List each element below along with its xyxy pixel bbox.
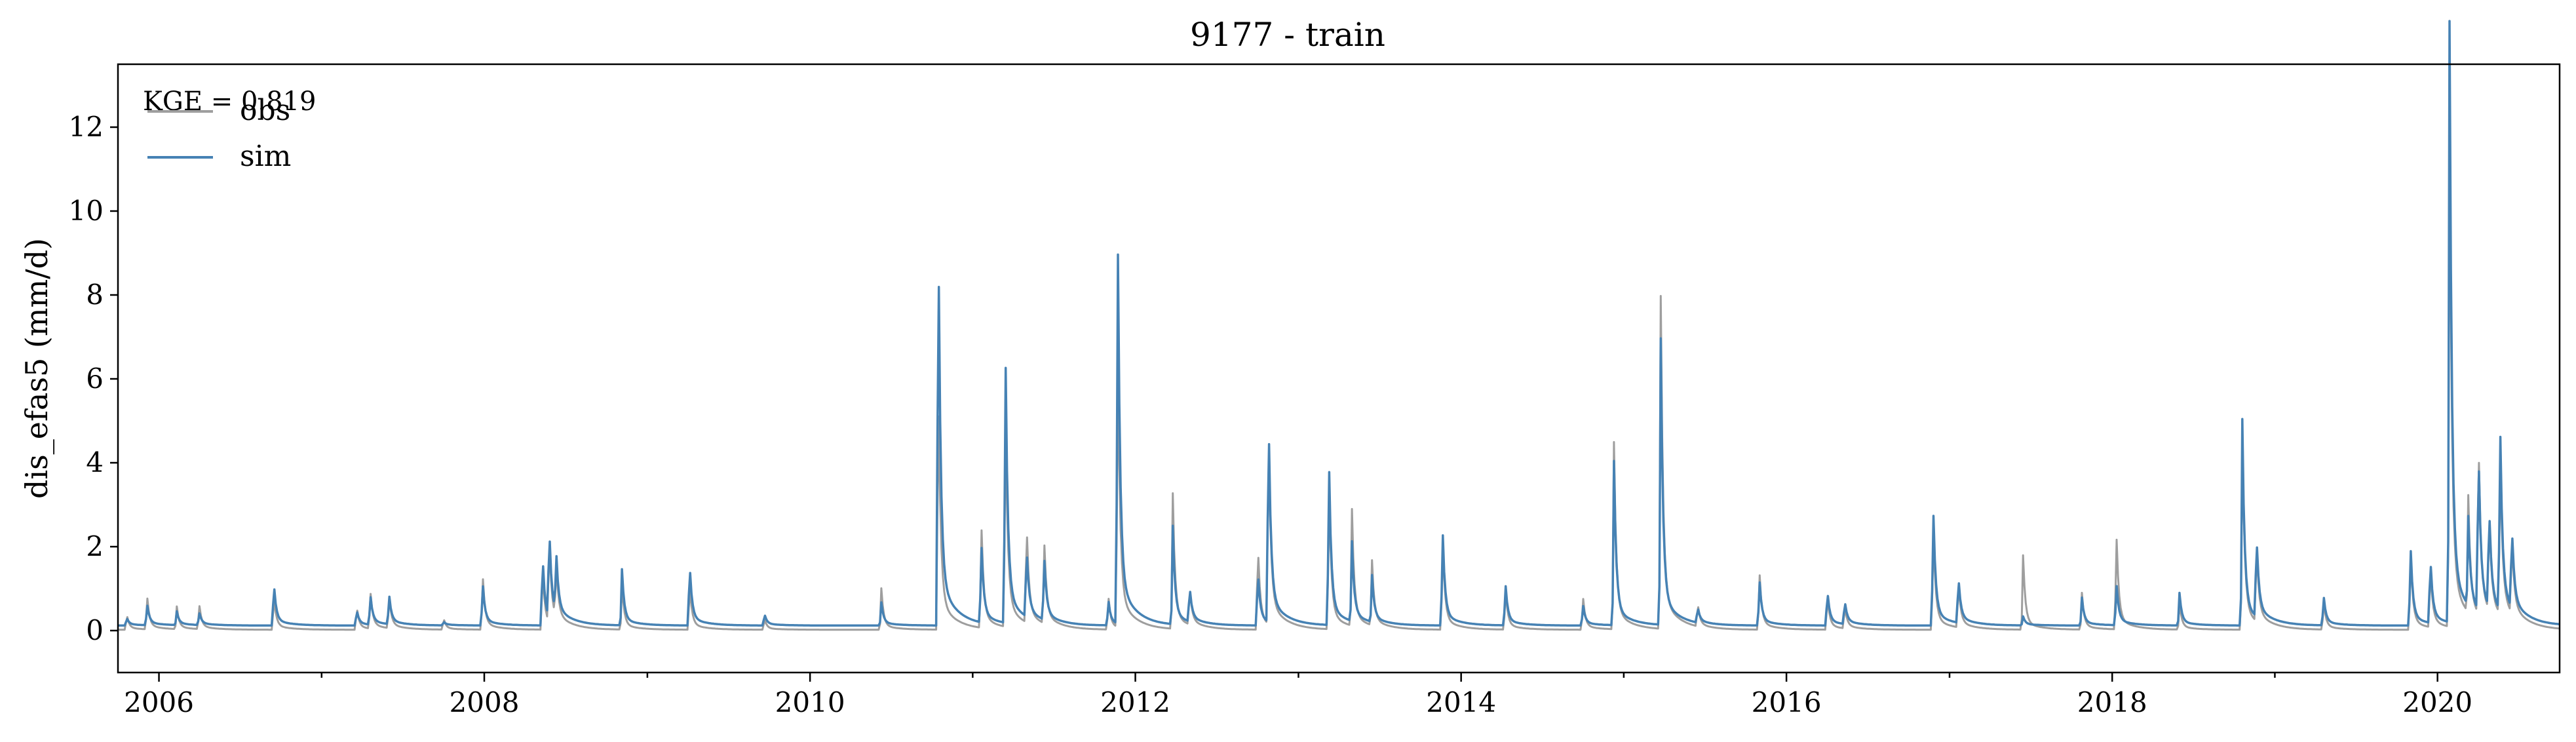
x-tick-label-2012: 2012 — [1100, 686, 1170, 718]
x-tick-label-2010: 2010 — [775, 686, 845, 718]
x-tick-label-2006: 2006 — [124, 686, 194, 718]
y-tick-label-6: 6 — [86, 362, 104, 395]
y-tick-label-0: 0 — [86, 614, 104, 646]
y-axis-label: dis_efas5 (mm/d) — [19, 238, 54, 499]
legend-sim-label: sim — [240, 140, 291, 173]
x-tick-label-2018: 2018 — [2077, 686, 2147, 718]
plot-frame — [117, 63, 2561, 674]
x-tick-label-2014: 2014 — [1426, 686, 1496, 718]
y-axis: 0 2 4 6 8 10 12 — [69, 111, 118, 646]
x-tick-label-2016: 2016 — [1752, 686, 1822, 718]
x-tick-label-2020: 2020 — [2402, 686, 2472, 718]
x-tick-label-2008: 2008 — [450, 686, 520, 718]
x-axis: 2006 2008 2010 2012 2014 2016 2018 2020 — [124, 673, 2472, 718]
series-line-sim — [118, 20, 2560, 627]
legend: obs sim — [147, 94, 291, 173]
y-tick-label-2: 2 — [86, 530, 104, 562]
series-line-obs — [118, 100, 2560, 631]
y-tick-label-4: 4 — [86, 446, 104, 478]
series-layer — [118, 20, 2560, 631]
y-tick-label-12: 12 — [69, 111, 104, 143]
y-tick-label-10: 10 — [69, 195, 104, 227]
legend-obs-label: obs — [240, 94, 290, 127]
chart-title: 9177 - train — [1190, 16, 1385, 54]
y-tick-label-8: 8 — [86, 279, 104, 311]
